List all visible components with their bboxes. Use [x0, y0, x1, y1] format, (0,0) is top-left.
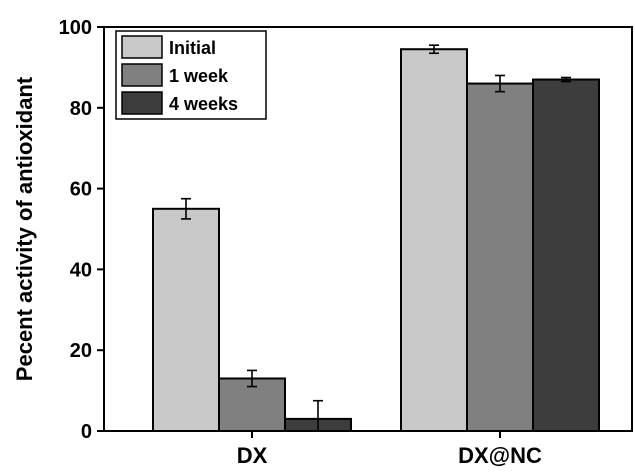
legend-swatch — [121, 91, 163, 115]
bar-initial-dx-nc — [400, 48, 468, 432]
y-axis-title: Pecent activity of antioxidant — [12, 76, 37, 381]
legend-label: Initial — [169, 38, 216, 58]
y-tick-label: 0 — [81, 421, 92, 443]
legend-swatch — [121, 35, 163, 59]
legend-swatch — [121, 63, 163, 87]
y-tick-label: 100 — [59, 17, 92, 39]
error-bars-group — [181, 44, 571, 431]
y-tick-label: 60 — [70, 179, 92, 201]
x-tick-label: DX@NC — [458, 443, 542, 468]
legend-label: 1 week — [169, 66, 229, 86]
plot-frame — [103, 26, 633, 432]
y-tick-label: 20 — [70, 340, 92, 362]
bar-1-week-dx-nc — [466, 82, 534, 432]
y-tick-label: 40 — [70, 259, 92, 281]
legend-label: 4 weeks — [169, 94, 238, 114]
bars-group — [152, 48, 600, 433]
y-tick-label: 80 — [70, 98, 92, 120]
legend: Initial 1 week 4 weeks — [115, 30, 267, 120]
y-axis: 0 20 40 60 80 100 — [59, 17, 104, 443]
x-tick-label: DX — [237, 443, 268, 468]
bar-4-weeks-dx-nc — [532, 78, 600, 433]
x-axis: DX DX@NC — [237, 431, 542, 468]
bar-initial-dx — [152, 207, 220, 432]
